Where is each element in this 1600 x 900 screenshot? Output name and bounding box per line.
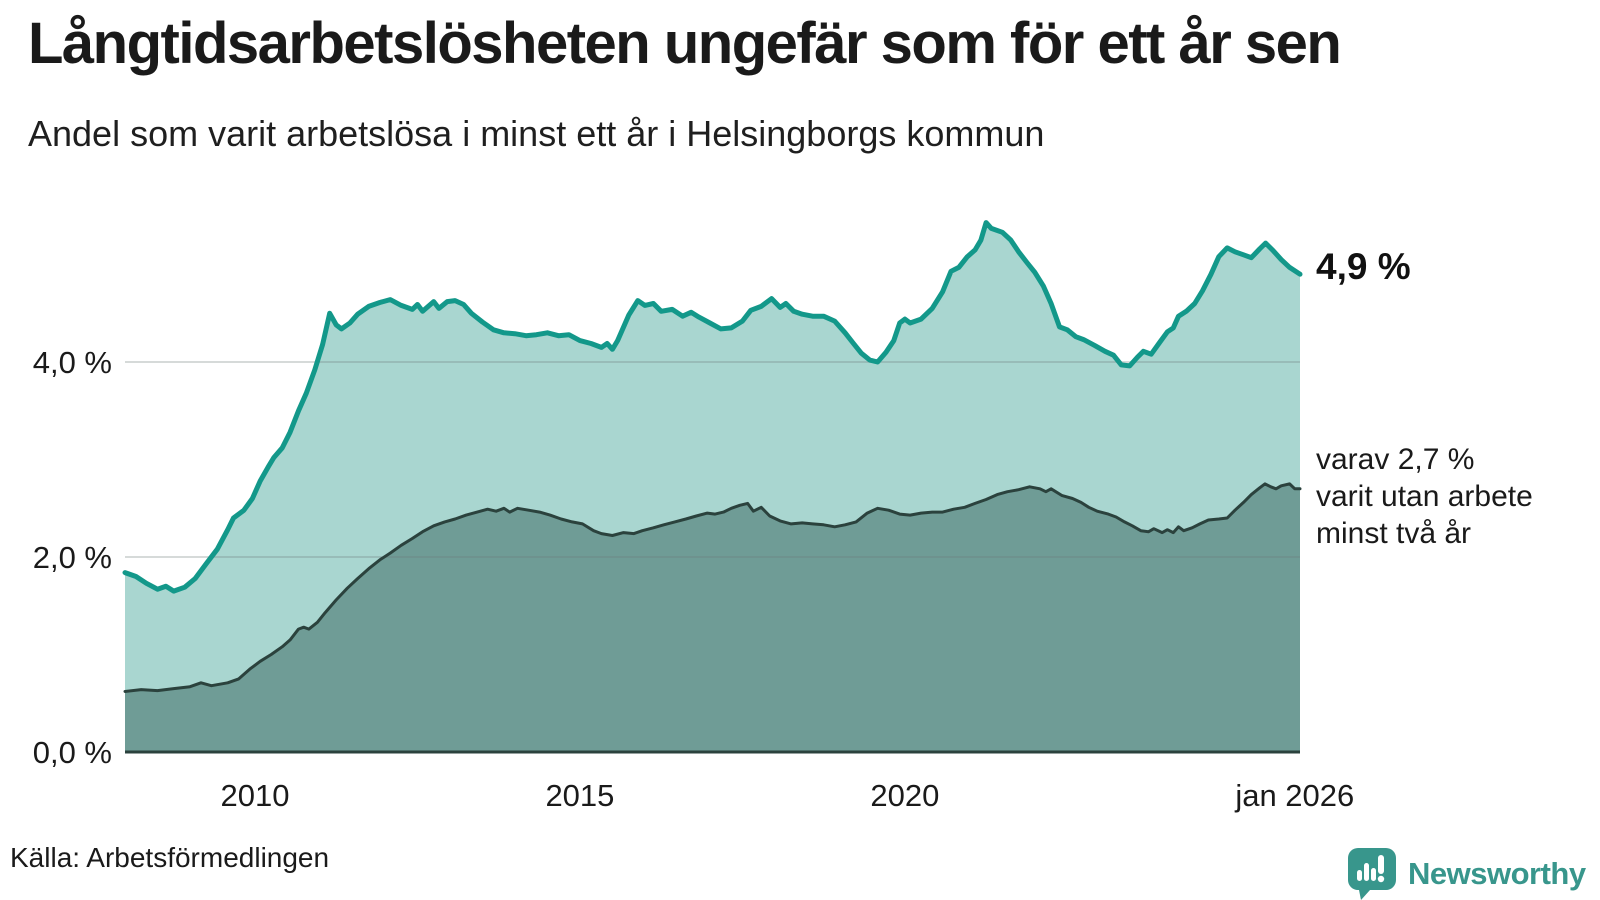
- x-tick-label: 2020: [870, 778, 939, 813]
- newsworthy-logo-text: Newsworthy: [1408, 856, 1586, 891]
- series-end-label-total: 4,9 %: [1316, 246, 1411, 287]
- newsworthy-logo-icon: [1348, 848, 1396, 900]
- newsworthy-logo: Newsworthy: [1348, 848, 1586, 900]
- x-tick-label: 2010: [220, 778, 289, 813]
- chart-subtitle: Andel som varit arbetslösa i minst ett å…: [28, 113, 1045, 154]
- total-line: [122, 220, 1303, 594]
- y-tick-label: 2,0 %: [33, 540, 112, 575]
- x-tick-label: 2015: [545, 778, 614, 813]
- source-note: Källa: Arbetsförmedlingen: [10, 842, 330, 873]
- series-end-label-two-years: varav 2,7 % varit utan arbete minst två …: [1316, 443, 1533, 550]
- two-year-line: [123, 482, 1302, 693]
- two-year-area-fill: [125, 483, 1300, 752]
- x-tick-label: jan 2026: [1234, 778, 1354, 813]
- y-tick-label: 4,0 %: [33, 345, 112, 380]
- page-title: Långtidsarbetslösheten ungefär som för e…: [28, 11, 1342, 76]
- y-tick-label: 0,0 %: [33, 735, 112, 770]
